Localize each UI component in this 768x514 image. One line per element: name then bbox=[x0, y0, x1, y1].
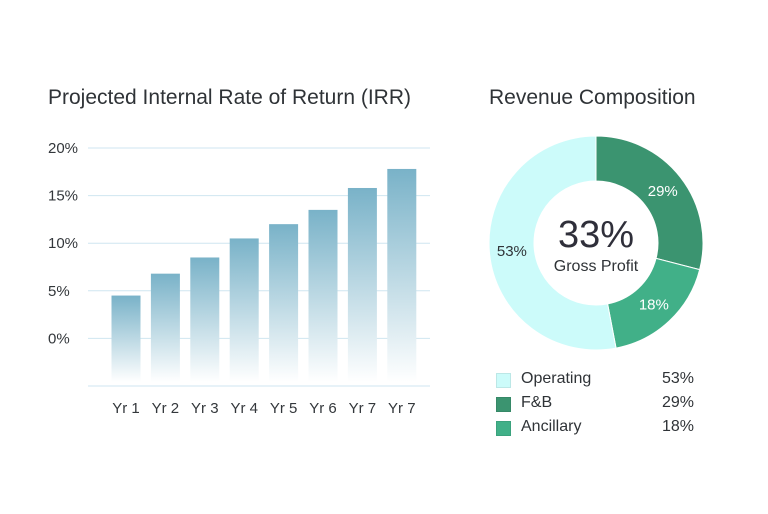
x-tick-label: Yr 7 bbox=[349, 400, 377, 417]
legend-value: 29% bbox=[662, 394, 695, 411]
legend-label: F&B bbox=[521, 394, 553, 411]
donut-slice-label: 29% bbox=[648, 183, 678, 200]
x-tick-label: Yr 5 bbox=[270, 400, 298, 417]
bar-7 bbox=[347, 187, 377, 382]
bar-chart-title: Projected Internal Rate of Return (IRR) bbox=[48, 86, 411, 109]
legend-value: 53% bbox=[662, 370, 695, 387]
donut-slice-label: 18% bbox=[639, 297, 669, 314]
bar-4 bbox=[229, 238, 259, 382]
bar-6 bbox=[308, 209, 338, 382]
bar-2 bbox=[150, 273, 180, 382]
x-tick-label: Yr 7 bbox=[388, 400, 416, 417]
donut-slice-label: 53% bbox=[497, 243, 527, 260]
x-tick-label: Yr 4 bbox=[230, 400, 258, 417]
donut-center-label: Gross Profit bbox=[554, 258, 639, 275]
legend-value: 18% bbox=[662, 418, 695, 435]
x-tick-label: Yr 6 bbox=[309, 400, 337, 417]
legend-swatch bbox=[496, 421, 511, 436]
donut-slice-f-b bbox=[595, 135, 704, 271]
y-tick-label: 20% bbox=[48, 140, 78, 157]
y-tick-label: 5% bbox=[48, 283, 70, 300]
bar-8 bbox=[387, 168, 417, 382]
donut-slice-operating bbox=[488, 135, 617, 351]
legend-label: Ancillary bbox=[521, 418, 582, 435]
bar-5 bbox=[269, 224, 299, 382]
donut-center-value: 33% bbox=[558, 214, 634, 256]
x-tick-label: Yr 1 bbox=[112, 400, 140, 417]
x-tick-label: Yr 2 bbox=[152, 400, 180, 417]
bar-1 bbox=[111, 295, 141, 382]
donut-chart-title: Revenue Composition bbox=[489, 86, 696, 109]
legend-label: Operating bbox=[521, 370, 592, 387]
legend-swatch bbox=[496, 373, 511, 388]
y-tick-label: 0% bbox=[48, 330, 70, 347]
y-tick-label: 10% bbox=[48, 235, 78, 252]
x-tick-label: Yr 3 bbox=[191, 400, 219, 417]
y-tick-label: 15% bbox=[48, 188, 78, 205]
bar-3 bbox=[190, 257, 220, 382]
legend-swatch bbox=[496, 397, 511, 412]
